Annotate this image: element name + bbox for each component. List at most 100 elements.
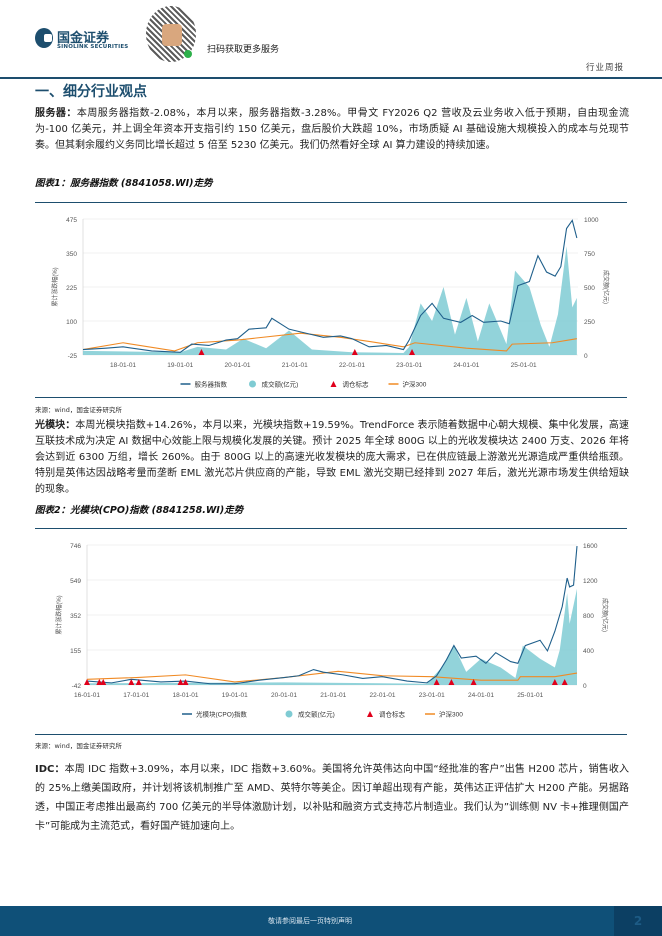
y2-tick-label: 800: [583, 613, 594, 620]
x-tick-label: 25-01-01: [511, 362, 537, 369]
y2-tick-label: 500: [584, 285, 595, 292]
y2-tick-label: 0: [583, 683, 587, 690]
y-tick-label: 352: [70, 613, 81, 620]
para-text: 本周 IDC 指数+3.09%，本月以来，IDC 指数+3.60%。美国将允许英…: [35, 764, 629, 832]
y-tick-label: 746: [70, 543, 81, 550]
para-lead: 服务器：: [35, 108, 77, 119]
legend-label: 沪深300: [439, 710, 463, 719]
page-number: 2: [614, 906, 662, 936]
logo-cn: 国金证券: [57, 31, 110, 46]
x-tick-label: 22-01-01: [339, 362, 365, 369]
x-tick-label: 16-01-01: [74, 692, 100, 699]
x-tick-label: 18-01-01: [110, 362, 136, 369]
x-tick-label: 22-01-01: [369, 692, 395, 699]
x-tick-label: 21-01-01: [282, 362, 308, 369]
rebalance-marker: [198, 349, 205, 355]
footer-notice[interactable]: 敬请参阅最后一页特别声明: [268, 917, 352, 925]
y2-tick-label: 400: [583, 648, 594, 655]
y-tick-label: -42: [72, 683, 82, 690]
x-tick-label: 21-01-01: [320, 692, 346, 699]
figure-title-2: 图表2：光模块(CPO)指数 (8841258.WI)走势: [35, 505, 244, 516]
rebalance-marker: [96, 679, 103, 685]
rebalance-marker: [409, 349, 416, 355]
legend-label: 服务器指数: [195, 380, 228, 389]
header-divider: [0, 77, 662, 79]
rebalance-marker: [551, 679, 558, 685]
rebalance-marker: [351, 349, 358, 355]
paragraph-server: 服务器：本周服务器指数-2.08%，本月以来，服务器指数-3.28%。甲骨文 F…: [35, 106, 629, 154]
volume-area: [83, 246, 577, 355]
y-tick-label: 475: [66, 217, 77, 224]
logo-icon: [35, 28, 53, 48]
legend-label: 成交额(亿元): [262, 380, 299, 389]
scan-text: 扫码获取更多服务: [207, 45, 280, 55]
paragraph-idc: IDC：本周 IDC 指数+3.09%，本月以来，IDC 指数+3.60%。美国…: [35, 760, 629, 836]
y-tick-label: -25: [68, 353, 78, 360]
figure-rule: [35, 734, 627, 735]
para-lead: 光模块：: [35, 420, 76, 431]
index-line: [86, 546, 578, 685]
x-tick-label: 23-01-01: [396, 362, 422, 369]
y2-axis-label: 成交额(亿元): [601, 598, 609, 632]
para-lead: IDC：: [35, 764, 65, 775]
index-line: [82, 219, 578, 353]
legend-swatch: [249, 380, 256, 388]
figure-title-1: 图表1：服务器指数 (8841058.WI)走势: [35, 178, 213, 189]
chart-server-index: 475 1000 350 750 225 500 100 250 -25 0 累计涨跌幅(%) 成交额…: [51, 217, 610, 389]
hs300-line: [82, 332, 577, 352]
y-tick-label: 350: [66, 251, 77, 258]
figure-rule: [35, 202, 627, 203]
y-tick-label: 100: [66, 319, 77, 326]
y-tick-label: 155: [70, 648, 81, 655]
y2-tick-label: 750: [584, 251, 595, 258]
section-title: 一、细分行业观点: [35, 84, 147, 100]
rebalance-marker: [561, 679, 568, 685]
para-text: 本周光模块指数+14.26%，本月以来，光模块指数+19.59%。TrendFo…: [35, 420, 629, 495]
x-tick-label: 19-01-01: [222, 692, 248, 699]
legend-swatch: [285, 710, 293, 718]
y-axis-label: 累计涨跌幅(%): [51, 267, 59, 306]
rebalance-marker: [177, 679, 184, 685]
x-tick-label: 19-01-01: [167, 362, 193, 369]
chart-optical-index: 746 1600 549 1200 352 800 155 400 -42 0 累计涨跌幅(%) 成交…: [55, 543, 609, 719]
source-note: 来源：wind，国金证券研究所: [35, 742, 122, 750]
y2-tick-label: 1600: [583, 543, 598, 550]
footer-bar: [0, 906, 662, 936]
legend-label: 成交额(亿元): [298, 710, 335, 719]
wechat-icon: [184, 50, 192, 58]
x-tick-label: 17-01-01: [123, 692, 149, 699]
y-axis-label: 累计涨跌幅(%): [55, 595, 63, 634]
figure-rule: [35, 397, 627, 398]
rebalance-marker: [470, 679, 477, 685]
x-tick-label: 20-01-01: [224, 362, 250, 369]
legend-label: 光模块(CPO)指数: [196, 710, 247, 719]
rebalance-marker: [135, 679, 142, 685]
rebalance-marker: [128, 679, 135, 685]
y2-tick-label: 250: [584, 319, 595, 326]
y2-tick-label: 1000: [584, 217, 599, 224]
x-tick-label: 23-01-01: [419, 692, 445, 699]
hs300-line: [86, 670, 578, 683]
legend-label: 调仓标志: [343, 380, 370, 389]
rebalance-marker: [84, 679, 90, 685]
legend-swatch: [330, 381, 337, 387]
logo-en: SINOLINK SECURITIES: [57, 44, 129, 50]
rebalance-marker: [448, 679, 455, 685]
para-text: 本周服务器指数-2.08%，本月以来，服务器指数-3.28%。甲骨文 FY202…: [35, 108, 629, 151]
paragraph-optical: 光模块：本周光模块指数+14.26%，本月以来，光模块指数+19.59%。Tre…: [35, 418, 629, 498]
x-tick-label: 20-01-01: [271, 692, 297, 699]
report-type: 行业周报: [586, 63, 625, 73]
qr-center-logo: [162, 24, 182, 46]
x-tick-label: 25-01-01: [517, 692, 543, 699]
x-tick-label: 24-01-01: [453, 362, 479, 369]
x-tick-label: 24-01-01: [468, 692, 494, 699]
y-tick-label: 549: [70, 578, 81, 585]
legend-label: 沪深300: [403, 380, 427, 389]
x-tick-label: 18-01-01: [172, 692, 198, 699]
figure-rule: [35, 528, 627, 529]
y2-tick-label: 0: [584, 353, 588, 360]
y-tick-label: 225: [66, 285, 77, 292]
y2-axis-label: 成交额(亿元): [602, 270, 610, 304]
y2-tick-label: 1200: [583, 578, 598, 585]
rebalance-marker: [100, 679, 107, 685]
